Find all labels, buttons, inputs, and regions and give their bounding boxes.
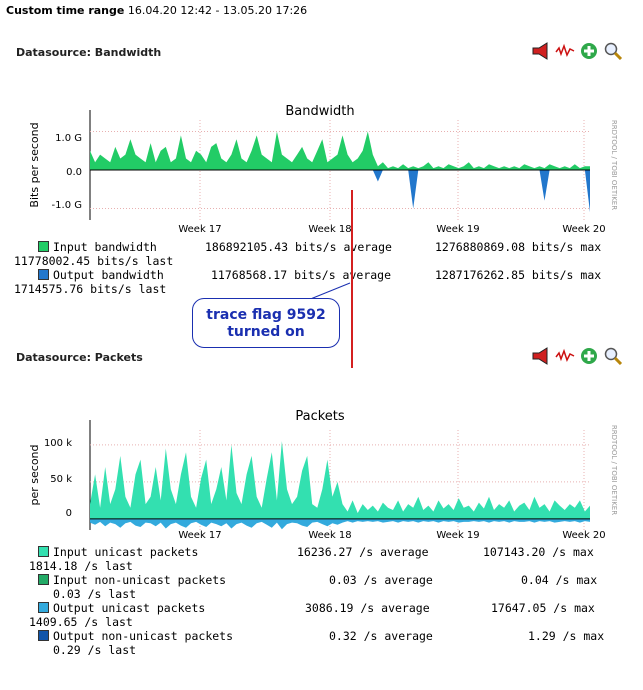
legend-name: Output bandwidth — [53, 268, 164, 282]
legend-last: 0.29 /s last — [53, 643, 137, 657]
add-icon[interactable] — [579, 347, 599, 365]
legend-last: 11778002.45 bits/s last — [14, 254, 174, 268]
rrdtool-credit: RRDTOOL / TOBI OETIKER — [610, 120, 618, 210]
packets-xtick: Week 19 — [436, 530, 479, 541]
legend-name: Input non-unicast packets — [53, 573, 227, 587]
bandwidth-graph-title: Bandwidth — [285, 104, 355, 119]
legend-swatch — [38, 269, 49, 280]
legend-swatch — [38, 546, 49, 557]
legend-swatch — [38, 241, 49, 252]
bandwidth-ytick: 0.0 — [66, 167, 82, 178]
sparkline-icon[interactable] — [555, 347, 575, 365]
legend-swatch — [38, 630, 49, 641]
packets-ytick: 100 k — [44, 438, 72, 449]
zoom-icon[interactable] — [603, 42, 623, 61]
bandwidth-xtick: Week 18 — [308, 224, 351, 235]
packets-ytick: 0 — [66, 508, 72, 519]
legend-row: Output bandwidth 11768568.17 bits/s avera… — [38, 268, 601, 282]
bandwidth-ytick: -1.0 G — [52, 200, 82, 211]
time-range-header: Custom time range 16.04.20 12:42 - 13.05… — [6, 4, 307, 17]
legend-row: Output non-unicast packets 0.32 /s averag… — [38, 629, 604, 643]
legend-row: Input bandwidth 186892105.43 bits/s avera… — [38, 240, 601, 254]
zoom-icon[interactable] — [603, 347, 623, 366]
legend-last: 1409.65 /s last — [29, 615, 133, 629]
legend-max: 17647.05 /s max — [491, 601, 595, 615]
packets-ylabel: per second — [28, 445, 41, 506]
bandwidth-graph: Bits per second 1.0 G 0.0 -1.0 G RRDTOOL… — [28, 110, 618, 235]
packets-graph-title: Packets — [295, 409, 345, 424]
time-range-value: 16.04.20 12:42 - 13.05.20 17:26 — [127, 4, 308, 17]
legend-row: Output unicast packets 3086.19 /s average… — [38, 601, 595, 615]
legend-avg: 0.32 /s average — [329, 629, 433, 643]
megaphone-icon[interactable] — [531, 347, 551, 365]
legend-row: Input unicast packets 16236.27 /s average… — [38, 545, 594, 559]
bandwidth-legend: Input bandwidth 186892105.43 bits/s avera… — [14, 240, 601, 296]
legend-row: Input non-unicast packets 0.03 /s average… — [38, 573, 597, 587]
legend-max: 1287176262.85 bits/s max — [435, 268, 602, 282]
bandwidth-ytick: 1.0 G — [55, 133, 82, 144]
callout-line1: trace flag 9592 — [206, 307, 326, 323]
series-output-unicast-packets — [90, 518, 590, 530]
legend-max: 1.29 /s max — [528, 629, 605, 643]
legend-max: 107143.20 /s max — [483, 545, 594, 559]
bandwidth-xtick: Week 19 — [436, 224, 479, 235]
legend-avg: 16236.27 /s average — [297, 545, 429, 559]
legend-swatch — [38, 602, 49, 613]
legend-name: Output unicast packets — [53, 601, 206, 615]
rrdtool-credit: RRDTOOL / TOBI OETIKER — [610, 425, 618, 515]
add-icon[interactable] — [579, 42, 599, 60]
packets-legend: Input unicast packets 16236.27 /s average… — [29, 545, 604, 657]
legend-swatch — [38, 574, 49, 585]
annotation-callout: trace flag 9592 turned on — [192, 298, 340, 348]
legend-avg: 3086.19 /s average — [305, 601, 430, 615]
datasource-label-packets: Datasource: Packets — [16, 351, 143, 364]
bandwidth-xtick: Week 20 — [562, 224, 605, 235]
packets-ytick: 50 k — [50, 474, 72, 485]
sparkline-icon[interactable] — [555, 42, 575, 60]
datasource-label-bandwidth: Datasource: Bandwidth — [16, 46, 162, 59]
bandwidth-ylabel: Bits per second — [28, 122, 41, 207]
legend-avg: 186892105.43 bits/s average — [205, 240, 392, 254]
time-range-label: Custom time range — [6, 4, 125, 17]
packets-graph: per second 100 k 50 k 0 RRDTOOL / TOBI O… — [28, 420, 618, 541]
megaphone-icon[interactable] — [531, 42, 551, 60]
legend-last: 1714575.76 bits/s last — [14, 282, 167, 296]
callout-pointer — [307, 282, 351, 301]
series-input-bandwidth — [90, 131, 590, 170]
legend-avg: 11768568.17 bits/s average — [211, 268, 392, 282]
series-input-unicast-packets — [90, 441, 590, 519]
packets-toolbar — [531, 347, 623, 366]
packets-xtick: Week 17 — [178, 530, 221, 541]
packets-xtick: Week 18 — [308, 530, 351, 541]
legend-last: 0.03 /s last — [53, 587, 137, 601]
legend-name: Input bandwidth — [53, 240, 157, 254]
bandwidth-xtick: Week 17 — [178, 224, 221, 235]
bandwidth-toolbar — [531, 42, 623, 61]
legend-avg: 0.03 /s average — [329, 573, 433, 587]
callout-line2: turned on — [227, 324, 305, 340]
legend-max: 0.04 /s max — [521, 573, 598, 587]
packets-xtick: Week 20 — [562, 530, 605, 541]
legend-last: 1814.18 /s last — [29, 559, 133, 573]
legend-name: Input unicast packets — [53, 545, 199, 559]
legend-max: 1276880869.08 bits/s max — [435, 240, 602, 254]
legend-name: Output non-unicast packets — [53, 629, 234, 643]
